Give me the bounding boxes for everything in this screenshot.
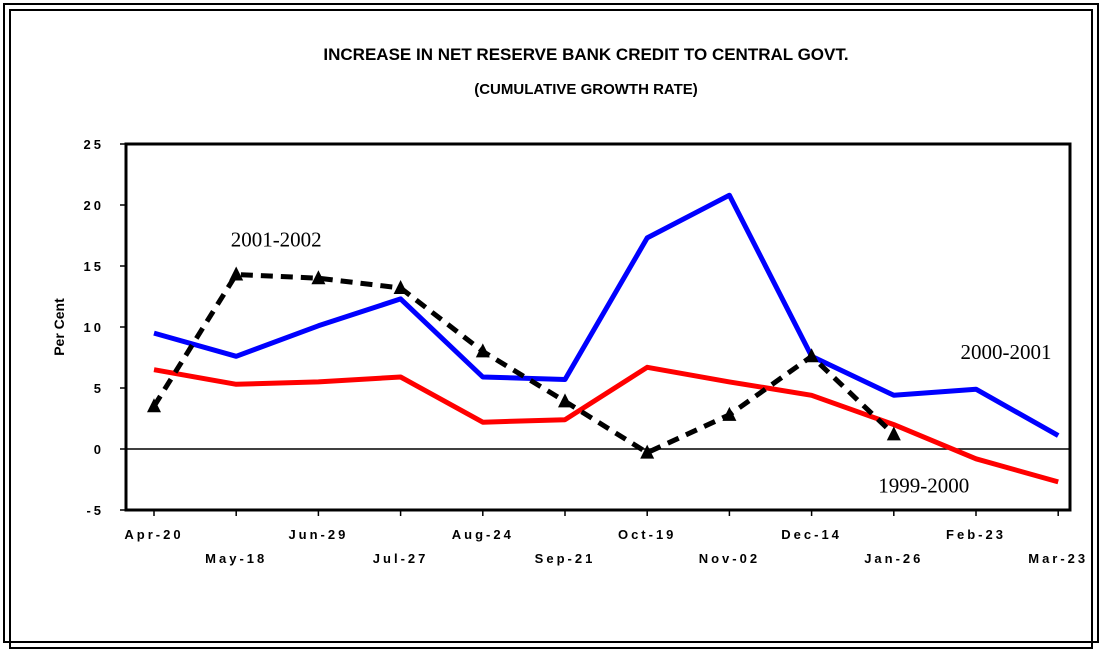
x-tick-label: Apr-20: [124, 527, 183, 542]
series-point-2001-2002: [804, 348, 819, 363]
series-label-2001-2002: 2001-2002: [231, 228, 322, 252]
series-label-1999-2000: 1999-2000: [878, 474, 969, 498]
y-tick-label: 25: [84, 137, 104, 152]
y-tick-label: 10: [84, 320, 104, 335]
chart-title: INCREASE IN NET RESERVE BANK CREDIT TO C…: [323, 45, 848, 64]
x-tick-label: Mar-23: [1028, 551, 1088, 566]
y-tick-label: 20: [84, 198, 104, 213]
series-point-2001-2002: [393, 279, 408, 294]
x-tick-label: Nov-02: [699, 551, 760, 566]
series-layer: [147, 192, 1060, 485]
series-point-2001-2002: [147, 398, 161, 413]
x-tick-label: Jan-26: [864, 551, 923, 566]
chart-svg: INCREASE IN NET RESERVE BANK CREDIT TO C…: [51, 45, 1088, 566]
y-tick-label: 5: [94, 381, 104, 396]
series-point-2001-2002: [640, 444, 655, 459]
series-line-2000-2001: [153, 192, 1060, 438]
y-axis-label: Per Cent: [51, 298, 67, 356]
series-point-2001-2002: [229, 266, 244, 281]
series-point-2001-2002: [558, 393, 572, 408]
y-tick-label: -5: [86, 503, 104, 518]
y-tick-label: 0: [94, 442, 104, 457]
x-tick-label: Jul-27: [373, 551, 429, 566]
series-line-1999-2000: [153, 364, 1059, 485]
x-tick-label: Jun-29: [288, 527, 348, 542]
y-tick-label: 15: [84, 259, 104, 274]
chart-subtitle: (CUMULATIVE GROWTH RATE): [474, 81, 698, 98]
x-tick-label: May-18: [205, 551, 267, 566]
x-tick-label: Dec-14: [781, 527, 842, 542]
x-tick-label: Oct-19: [618, 527, 676, 542]
x-tick-label: Sep-21: [535, 551, 596, 566]
axes-group: 25 20 15 10 5 0 -5 Apr-20 May-18 Jun-29 Jul-27 Aug-…: [84, 137, 1088, 566]
x-tick-label: Aug-24: [452, 527, 514, 542]
series-point-2001-2002: [886, 426, 901, 441]
x-tick-label: Feb-23: [946, 527, 1006, 542]
series-point-2001-2002: [475, 343, 490, 358]
series-label-2000-2001: 2000-2001: [961, 340, 1052, 364]
series-point-2001-2002: [311, 270, 326, 285]
series-point-2001-2002: [722, 406, 737, 421]
series-label-layer: 2000-2001 1999-2000 2001-2002: [231, 228, 1052, 498]
